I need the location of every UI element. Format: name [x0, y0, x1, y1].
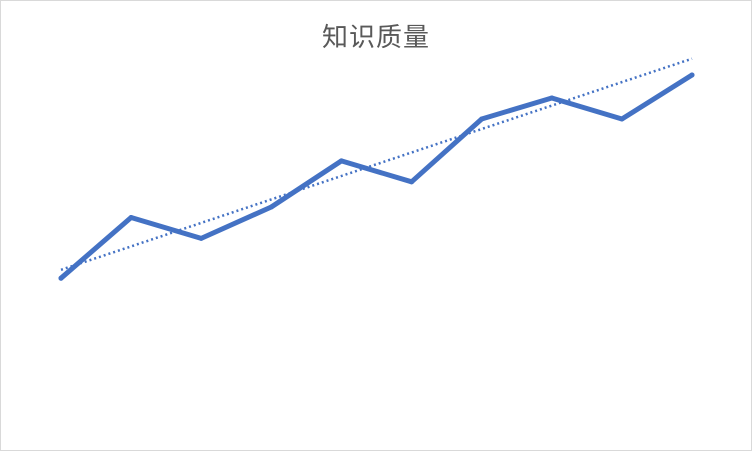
data-point [409, 179, 415, 185]
plot-area [58, 57, 695, 281]
data-point [128, 215, 134, 220]
data-point [198, 235, 204, 241]
data-point [268, 204, 274, 210]
data-point [549, 95, 555, 101]
data-point [689, 72, 695, 78]
trendline [60, 57, 693, 271]
data-point [619, 116, 625, 122]
data-point [58, 275, 64, 281]
data-point [479, 116, 485, 122]
chart-title: 知识质量 [321, 23, 430, 53]
data-point [338, 158, 344, 164]
series-line [58, 72, 695, 281]
